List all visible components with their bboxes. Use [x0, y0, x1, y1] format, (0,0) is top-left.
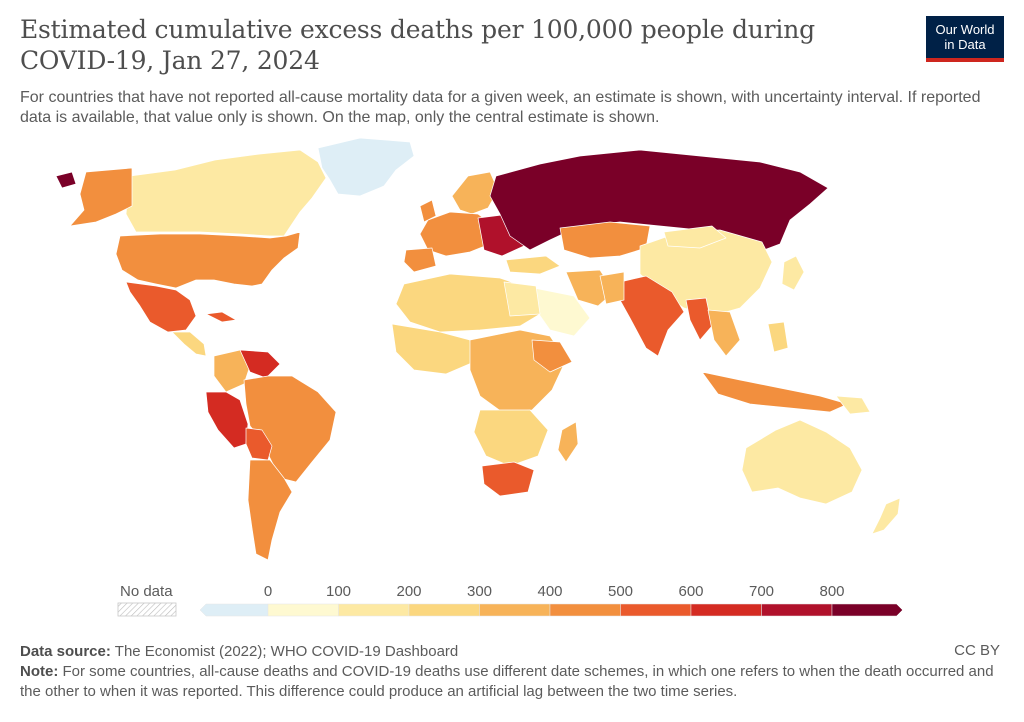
legend-bin-5[interactable] [549, 603, 621, 617]
country-venezuela[interactable] [239, 349, 281, 379]
country-philippines[interactable] [767, 321, 789, 353]
legend-tick-label: 400 [537, 583, 562, 600]
country-argentina[interactable] [247, 459, 293, 561]
legend-bin-7[interactable] [690, 603, 762, 617]
legend-tick-label: 300 [467, 583, 492, 600]
note-text: For some countries, all-cause deaths and… [20, 663, 994, 700]
note-label: Note: [20, 663, 59, 680]
source-text[interactable]: The Economist (2022); WHO COVID-19 Dashb… [114, 643, 459, 660]
country-peru[interactable] [205, 391, 249, 449]
footer: Data source: The Economist (2022); WHO C… [20, 642, 1010, 702]
logo-line-2: in Data [944, 37, 986, 52]
country-cuba[interactable] [205, 311, 237, 323]
country-north-africa[interactable] [395, 273, 541, 333]
country-iberia[interactable] [403, 247, 437, 273]
legend-tick-label: 800 [819, 583, 844, 600]
country-south-africa[interactable] [481, 461, 535, 497]
logo-line-1: Our World [935, 22, 995, 37]
country-indonesia[interactable] [701, 371, 849, 413]
legend-bin-8[interactable] [761, 603, 833, 617]
license-label[interactable]: CC BY [954, 642, 1000, 659]
legend-tick-label: 100 [326, 583, 351, 600]
country-russia[interactable] [489, 149, 829, 251]
legend-tick-label: 200 [396, 583, 421, 600]
country-thailand-vietnam[interactable] [707, 309, 741, 357]
country-india[interactable] [619, 275, 685, 357]
country-egypt[interactable] [503, 281, 541, 317]
owid-logo[interactable]: Our World in Data [926, 16, 1004, 62]
world-map[interactable] [0, 130, 1024, 580]
country-uk[interactable] [419, 199, 437, 223]
legend-bin-4[interactable] [479, 603, 551, 617]
legend-bin-1[interactable] [267, 603, 339, 617]
legend: No data 0 100 200 300 400 500 600 700 800 [117, 583, 903, 617]
country-papua-new-guinea[interactable] [835, 395, 871, 415]
country-pakistan[interactable] [599, 271, 625, 305]
country-kazakhstan[interactable] [559, 221, 651, 259]
country-turkey[interactable] [505, 255, 561, 275]
country-west-africa[interactable] [391, 323, 475, 375]
note-line: Note: For some countries, all-cause deat… [20, 662, 1010, 702]
legend-bin-6[interactable] [620, 603, 692, 617]
legend-bin-0[interactable] [199, 603, 269, 617]
country-mongolia[interactable] [663, 225, 727, 249]
legend-no-data-swatch [117, 602, 177, 617]
country-brazil[interactable] [243, 375, 337, 483]
source-line: Data source: The Economist (2022); WHO C… [20, 642, 1010, 662]
country-central-america[interactable] [171, 331, 207, 357]
legend-tick-label: 600 [678, 583, 703, 600]
chart-title: Estimated cumulative excess deaths per 1… [20, 15, 815, 75]
legend-tick-label: 500 [608, 583, 633, 600]
country-japan[interactable] [781, 255, 805, 291]
country-usa[interactable] [115, 231, 301, 289]
legend-bin-9[interactable] [831, 603, 903, 617]
country-ethiopia[interactable] [531, 339, 573, 373]
legend-tick-label: 700 [749, 583, 774, 600]
country-australia[interactable] [741, 419, 863, 505]
legend-bin-2[interactable] [338, 603, 410, 617]
country-greenland[interactable] [317, 137, 415, 197]
country-mexico[interactable] [125, 281, 197, 333]
country-madagascar[interactable] [557, 421, 579, 463]
source-label: Data source: [20, 643, 111, 660]
country-western-europe[interactable] [419, 211, 495, 257]
country-canada[interactable] [125, 149, 327, 237]
chart-subtitle: For countries that have not reported all… [20, 89, 981, 126]
country-alaska[interactable] [69, 167, 133, 227]
country-southern-africa[interactable] [473, 409, 549, 467]
country-myanmar[interactable] [685, 297, 713, 341]
country-russia-west-tip[interactable] [55, 171, 77, 189]
legend-scale: 0 100 200 300 400 500 600 700 800 [199, 583, 903, 617]
legend-bin-3[interactable] [408, 603, 480, 617]
legend-tick-label: 0 [264, 583, 272, 600]
legend-no-data-label: No data [120, 583, 173, 600]
country-new-zealand[interactable] [871, 497, 901, 535]
